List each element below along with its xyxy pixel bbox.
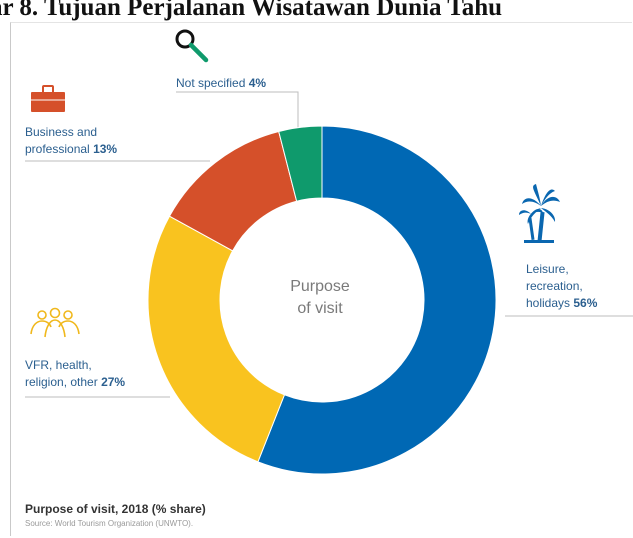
- center-label-line-1: Purpose: [290, 278, 350, 295]
- label-business: Business and professional 13%: [25, 124, 117, 158]
- slice-leisure: [257, 125, 497, 475]
- label-business-line-1: Business and: [25, 125, 98, 139]
- label-vfr-line-1: VFR, health,: [25, 358, 92, 372]
- slice-not-specified: [278, 125, 323, 202]
- palm-tree-icon: [519, 184, 560, 243]
- page-header-text: ar 8. Tujuan Perjalanan Wisatawan Dunia …: [0, 0, 502, 21]
- label-vfr-line-2: religion, other: [25, 375, 98, 389]
- leader-lines: [25, 91, 633, 398]
- label-leisure-line-3: holidays: [526, 296, 571, 310]
- label-leisure-value: 56%: [573, 296, 598, 310]
- slice-vfr: [147, 215, 286, 463]
- label-business-value: 13%: [93, 142, 118, 156]
- people-group-icon: [30, 307, 80, 338]
- label-not-specified-text: Not specified: [176, 76, 246, 90]
- chart-source: Source: World Tourism Organization (UNWT…: [25, 519, 194, 528]
- chart-title: Purpose of visit, 2018 (% share): [25, 502, 206, 516]
- donut-slices: [147, 125, 497, 475]
- label-not-specified: Not specified 4%: [176, 75, 266, 92]
- chart-frame: [10, 22, 632, 536]
- label-leisure-line-2: recreation,: [526, 279, 583, 293]
- label-leisure: Leisure, recreation, holidays 56%: [526, 261, 597, 312]
- leader-not-specified: [176, 91, 299, 128]
- label-vfr: VFR, health, religion, other 27%: [25, 357, 125, 391]
- briefcase-icon: [31, 85, 65, 112]
- magnifier-icon: [175, 29, 209, 63]
- label-business-line-2: professional: [25, 142, 90, 156]
- center-label: Purpose of visit: [265, 276, 375, 320]
- label-leisure-line-1: Leisure,: [526, 262, 569, 276]
- label-vfr-value: 27%: [101, 375, 126, 389]
- label-not-specified-value: 4%: [248, 76, 267, 90]
- center-label-line-2: of visit: [297, 300, 343, 317]
